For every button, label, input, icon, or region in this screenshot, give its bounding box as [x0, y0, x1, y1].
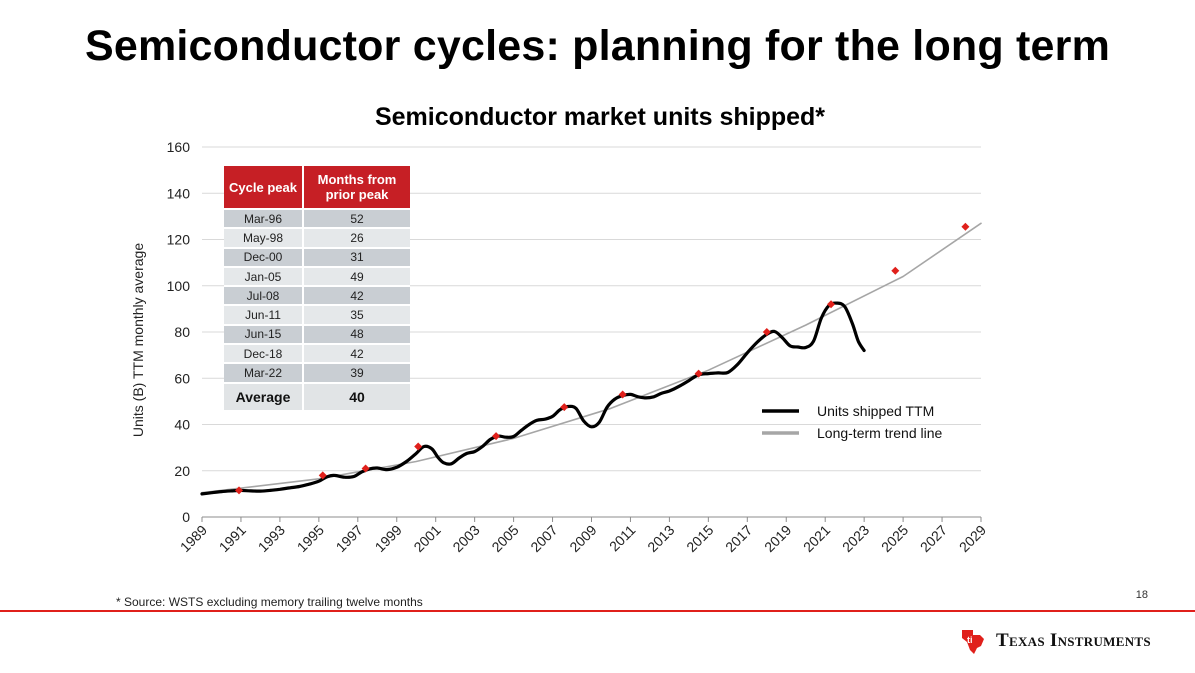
x-tick-label: 2005 — [488, 522, 521, 555]
x-tick-label: 2013 — [644, 522, 677, 555]
x-tick-label: 2009 — [566, 522, 599, 555]
table-cell-peak: Mar-96 — [224, 208, 304, 228]
x-tick-label: 2029 — [956, 522, 989, 555]
table-cell-peak: Jun-15 — [224, 323, 304, 344]
table-header-cycle-peak: Cycle peak — [224, 166, 304, 208]
table-row: Dec-00 31 — [224, 246, 410, 266]
page-number: 18 — [1135, 589, 1148, 601]
cycle-peak-table: Cycle peak Months from prior peak Mar-96… — [224, 166, 410, 410]
peak-marker — [492, 432, 501, 441]
legend: Units shipped TTM Long-term trend line — [762, 403, 943, 441]
source-note: * Source: WSTS excluding memory trailing… — [116, 595, 423, 609]
y-tick-label: 60 — [174, 370, 190, 386]
table-cell-months: 35 — [304, 304, 410, 324]
table-row: Jul-08 42 — [224, 285, 410, 305]
table-row: Jun-11 35 — [224, 304, 410, 324]
peak-marker — [235, 486, 244, 495]
table-cell-peak: Jan-05 — [224, 265, 304, 286]
x-tick-label: 2015 — [683, 522, 716, 555]
series-line-trend — [201, 222, 982, 494]
table-header-months: Months from prior peak — [304, 166, 410, 208]
legend-label-units: Units shipped TTM — [817, 403, 934, 419]
table-cell-peak: Dec-18 — [224, 343, 304, 363]
table-cell-months: 26 — [304, 227, 410, 247]
y-tick-label: 100 — [167, 278, 191, 294]
table-cell-months: 52 — [304, 208, 410, 228]
table-cell-months: 42 — [304, 343, 410, 363]
x-tick-label: 2021 — [800, 522, 833, 555]
x-tick-label: 2025 — [878, 522, 911, 555]
y-axis-label: Units (B) TTM monthly average — [130, 243, 146, 437]
y-tick-label: 140 — [167, 185, 191, 201]
peak-marker — [961, 222, 970, 231]
table-row: Jun-15 48 — [224, 323, 410, 344]
x-tick-label: 1991 — [216, 522, 249, 555]
ti-logo: ti Texas Instruments — [958, 626, 1151, 656]
peak-marker — [414, 442, 423, 451]
table-cell-peak: Jul-08 — [224, 285, 304, 305]
peak-marker — [694, 369, 703, 378]
y-tick-label: 0 — [182, 509, 190, 525]
peak-marker — [891, 266, 900, 275]
table-row: Jan-05 49 — [224, 265, 410, 286]
svg-text:ti: ti — [967, 635, 973, 645]
x-tick-label: 1997 — [333, 522, 366, 555]
peak-marker — [318, 471, 327, 480]
x-tick-labels: 1989 1991 1993 1995 1997 1999 2001 2003 2005 2007… — [177, 522, 989, 555]
footer-divider — [0, 610, 1195, 612]
table-cell-peak: May-98 — [224, 227, 304, 247]
table-row: Mar-22 39 — [224, 362, 410, 382]
x-tick-label: 1993 — [255, 522, 288, 555]
y-tick-label: 40 — [174, 417, 190, 433]
peak-marker — [827, 300, 836, 309]
ti-state-icon: ti — [962, 630, 984, 654]
table-cell-peak: Jun-11 — [224, 304, 304, 324]
y-tick-label: 80 — [174, 324, 190, 340]
table-row: May-98 26 — [224, 227, 410, 247]
x-tick-label: 2023 — [839, 522, 872, 555]
peak-marker — [618, 390, 627, 399]
peak-marker — [361, 464, 370, 473]
chart-title: Semiconductor market units shipped* — [374, 103, 826, 131]
table-cell-average-value: 40 — [304, 381, 410, 410]
legend-label-trend: Long-term trend line — [817, 425, 943, 441]
x-tick-label: 2019 — [761, 522, 794, 555]
x-tick-label: 1999 — [372, 522, 405, 555]
ti-wordmark: Texas Instruments — [996, 630, 1151, 651]
peak-markers — [235, 222, 970, 495]
peak-marker — [762, 328, 771, 336]
table-cell-months: 49 — [304, 265, 410, 286]
table-cell-average-label: Average — [224, 381, 304, 410]
y-tick-label: 160 — [167, 139, 191, 155]
table-cell-months: 48 — [304, 323, 410, 344]
x-tick-label: 2007 — [527, 522, 560, 555]
table-cell-months: 31 — [304, 246, 410, 266]
table-cell-months: 39 — [304, 362, 410, 382]
y-tick-label: 120 — [167, 232, 191, 248]
table-cell-peak: Dec-00 — [224, 246, 304, 266]
table-cell-months: 42 — [304, 285, 410, 305]
x-tick-label: 2001 — [410, 522, 443, 555]
peak-marker — [560, 403, 569, 412]
x-tick-label: 2011 — [606, 522, 639, 555]
x-tick-label: 1989 — [177, 522, 210, 555]
table-row-average: Average 40 — [224, 381, 410, 410]
table-row: Dec-18 42 — [224, 343, 410, 363]
y-tick-labels: 0 20 40 60 80 100 120 140 160 — [167, 139, 191, 525]
x-tick-label: 2027 — [917, 522, 950, 555]
x-tick-label: 1995 — [294, 522, 327, 555]
x-tick-label: 2003 — [449, 522, 482, 555]
slide-title: Semiconductor cycles: planning for the l… — [84, 22, 1110, 70]
table-cell-peak: Mar-22 — [224, 362, 304, 382]
y-tick-label: 20 — [174, 463, 190, 479]
table-row: Mar-96 52 — [224, 208, 410, 228]
x-tick-label: 2017 — [722, 522, 755, 555]
